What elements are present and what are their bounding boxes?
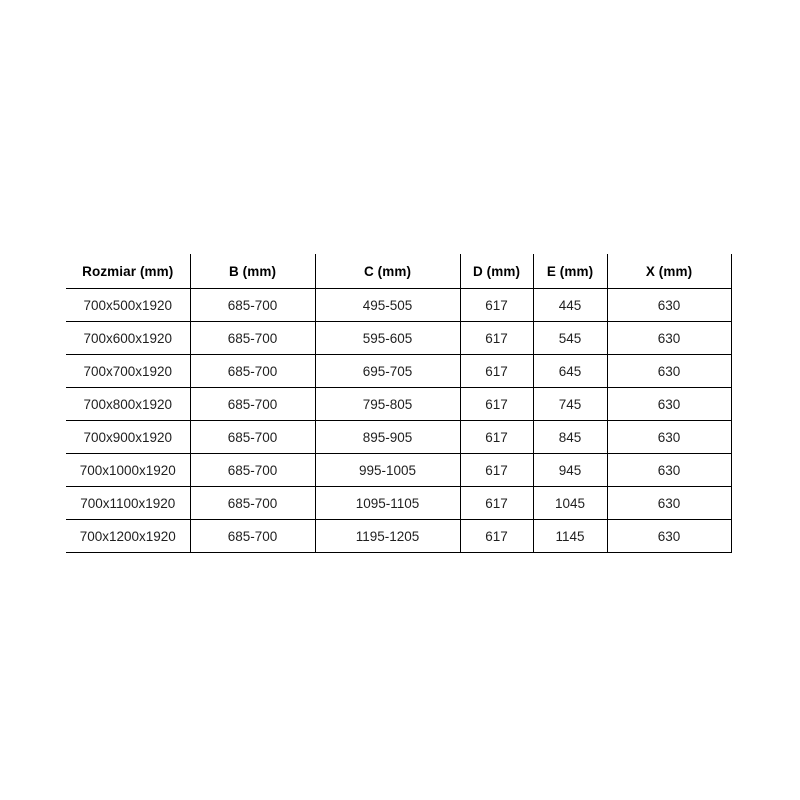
cell-x: 630	[607, 486, 731, 520]
table-row: 700x700x1920 685-700 695-705 617 645 630	[66, 354, 731, 388]
cell-b: 685-700	[190, 354, 316, 388]
cell-x: 630	[607, 288, 731, 322]
table-row: 700x1200x1920 685-700 1195-1205 617 1145…	[66, 519, 731, 553]
cell-e: 1045	[533, 486, 608, 520]
cell-size: 700x900x1920	[66, 420, 191, 454]
cell-e: 745	[533, 387, 608, 421]
cell-e: 945	[533, 453, 608, 487]
cell-d: 617	[460, 354, 534, 388]
cell-size: 700x1000x1920	[66, 453, 191, 487]
cell-b: 685-700	[190, 321, 316, 355]
cell-b: 685-700	[190, 519, 316, 553]
cell-e: 1145	[533, 519, 608, 553]
table-header: Rozmiar (mm) B (mm) C (mm) D (mm) E (mm)…	[66, 254, 731, 289]
cell-b: 685-700	[190, 387, 316, 421]
cell-size: 700x1200x1920	[66, 519, 191, 553]
cell-size: 700x500x1920	[66, 288, 191, 322]
cell-x: 630	[607, 321, 731, 355]
cell-c: 1095-1105	[315, 486, 461, 520]
cell-e: 545	[533, 321, 608, 355]
cell-e: 845	[533, 420, 608, 454]
cell-d: 617	[460, 321, 534, 355]
cell-c: 795-805	[315, 387, 461, 421]
cell-x: 630	[607, 519, 731, 553]
cell-b: 685-700	[190, 420, 316, 454]
cell-x: 630	[607, 354, 731, 388]
cell-d: 617	[460, 288, 534, 322]
cell-x: 630	[607, 420, 731, 454]
cell-d: 617	[460, 387, 534, 421]
table-row: 700x600x1920 685-700 595-605 617 545 630	[66, 321, 731, 355]
column-header-d: D (mm)	[460, 254, 534, 289]
cell-d: 617	[460, 420, 534, 454]
cell-d: 617	[460, 519, 534, 553]
dimensions-table: Rozmiar (mm) B (mm) C (mm) D (mm) E (mm)…	[66, 254, 732, 553]
cell-c: 695-705	[315, 354, 461, 388]
dimensions-table-container: Rozmiar (mm) B (mm) C (mm) D (mm) E (mm)…	[66, 254, 732, 553]
column-header-size: Rozmiar (mm)	[66, 254, 191, 289]
cell-size: 700x1100x1920	[66, 486, 191, 520]
cell-c: 895-905	[315, 420, 461, 454]
table-row: 700x1100x1920 685-700 1095-1105 617 1045…	[66, 486, 731, 520]
table-header-row: Rozmiar (mm) B (mm) C (mm) D (mm) E (mm)…	[66, 254, 731, 289]
cell-x: 630	[607, 453, 731, 487]
cell-size: 700x800x1920	[66, 387, 191, 421]
cell-e: 445	[533, 288, 608, 322]
cell-size: 700x700x1920	[66, 354, 191, 388]
cell-b: 685-700	[190, 486, 316, 520]
column-header-b: B (mm)	[190, 254, 316, 289]
cell-c: 595-605	[315, 321, 461, 355]
table-row: 700x900x1920 685-700 895-905 617 845 630	[66, 420, 731, 454]
cell-d: 617	[460, 453, 534, 487]
cell-b: 685-700	[190, 288, 316, 322]
column-header-e: E (mm)	[533, 254, 608, 289]
cell-b: 685-700	[190, 453, 316, 487]
column-header-x: X (mm)	[607, 254, 731, 289]
table-row: 700x800x1920 685-700 795-805 617 745 630	[66, 387, 731, 421]
cell-e: 645	[533, 354, 608, 388]
cell-size: 700x600x1920	[66, 321, 191, 355]
table-row: 700x1000x1920 685-700 995-1005 617 945 6…	[66, 453, 731, 487]
cell-d: 617	[460, 486, 534, 520]
cell-c: 495-505	[315, 288, 461, 322]
cell-c: 1195-1205	[315, 519, 461, 553]
cell-c: 995-1005	[315, 453, 461, 487]
cell-x: 630	[607, 387, 731, 421]
table-body: 700x500x1920 685-700 495-505 617 445 630…	[66, 288, 731, 553]
table-row: 700x500x1920 685-700 495-505 617 445 630	[66, 288, 731, 322]
column-header-c: C (mm)	[315, 254, 461, 289]
